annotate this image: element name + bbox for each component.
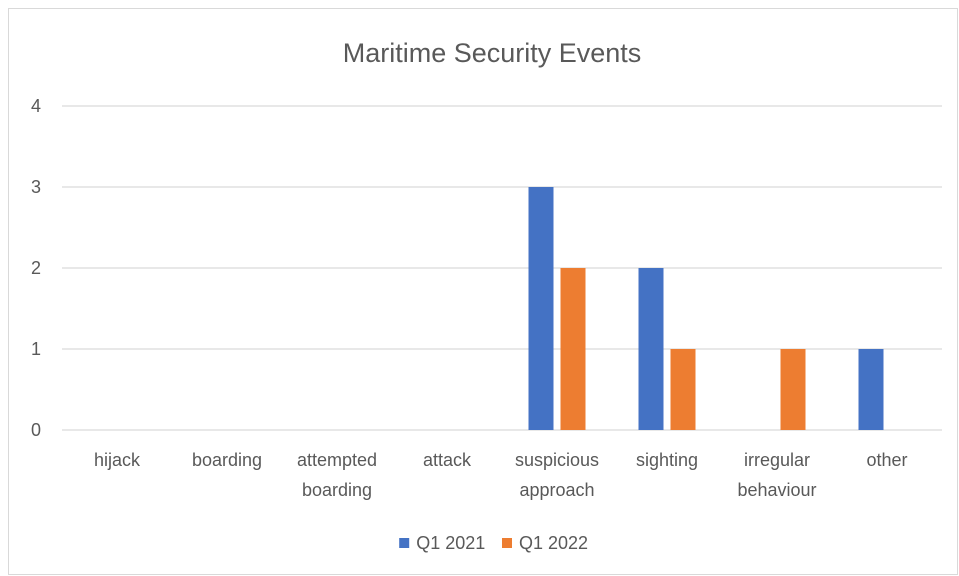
x-category-label: suspicious approach — [515, 450, 599, 500]
bar — [670, 349, 696, 430]
bar — [780, 349, 806, 430]
y-tick-label: 4 — [31, 96, 41, 116]
x-category-label: irregular behaviour — [737, 450, 816, 500]
y-tick-label: 0 — [31, 420, 41, 440]
legend: Q1 2021 Q1 2022 — [399, 533, 588, 553]
gridlines — [62, 105, 942, 431]
x-axis-categories: hijack boarding attempted boarding attack sus… — [94, 450, 908, 500]
bar — [858, 349, 884, 430]
bars — [528, 187, 884, 430]
y-tick-label: 3 — [31, 177, 41, 197]
y-tick-label: 1 — [31, 339, 41, 359]
bar — [638, 268, 664, 430]
x-category-label: sighting — [636, 450, 698, 470]
bar — [560, 268, 586, 430]
y-tick-label: 2 — [31, 258, 41, 278]
chart-title: Maritime Security Events — [343, 38, 642, 68]
x-category-label: attack — [423, 450, 472, 470]
bar — [528, 187, 554, 430]
x-category-label: other — [866, 450, 907, 470]
legend-label: Q1 2021 — [416, 533, 485, 553]
x-category-label: attempted boarding — [297, 450, 377, 500]
legend-swatch — [399, 538, 410, 548]
legend-label: Q1 2022 — [519, 533, 588, 553]
y-axis-ticks: 0 1 2 3 4 — [31, 96, 41, 440]
x-category-label: hijack — [94, 450, 141, 470]
legend-swatch — [502, 538, 512, 548]
x-category-label: boarding — [192, 450, 262, 470]
chart-frame — [8, 8, 958, 575]
